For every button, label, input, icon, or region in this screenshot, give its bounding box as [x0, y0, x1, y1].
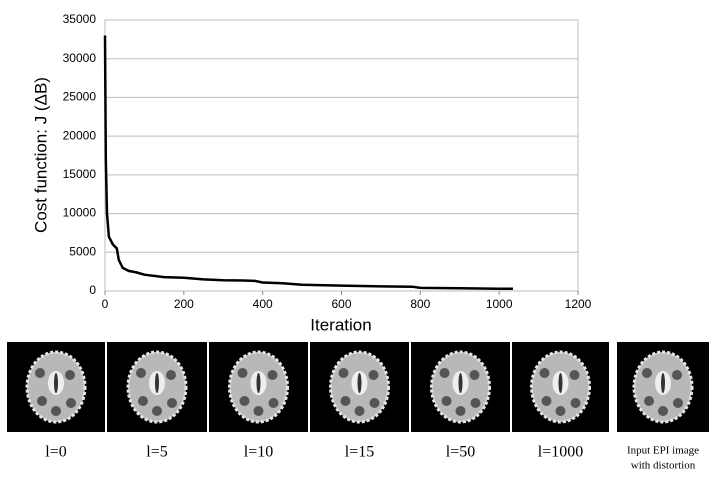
texture — [65, 370, 75, 380]
y-tick-label: 5000 — [69, 244, 96, 258]
y-tick-label: 30000 — [63, 51, 97, 65]
texture — [138, 396, 148, 406]
texture — [136, 368, 146, 378]
texture — [238, 368, 248, 378]
x-tick-label: 0 — [102, 297, 109, 311]
texture — [369, 370, 379, 380]
y-tick-label: 35000 — [63, 12, 97, 26]
y-axis-label: Cost function: J (ΔB) — [31, 77, 50, 233]
image-caption: l=0 — [45, 444, 66, 461]
image-caption: l=1000 — [538, 444, 583, 461]
texture — [167, 398, 177, 408]
texture — [66, 398, 76, 408]
texture — [268, 370, 278, 380]
ventricle-core — [559, 373, 563, 393]
y-tick-label: 10000 — [63, 206, 97, 220]
y-tick-label: 20000 — [63, 128, 97, 142]
ventricle-core — [155, 373, 159, 393]
texture — [571, 398, 581, 408]
image-caption: l=15 — [345, 444, 374, 461]
image-strip: l=0 l=5 l=10 l=15 l=50 l=1000 Input EPI image w… — [7, 342, 709, 472]
texture — [51, 406, 61, 416]
ventricle-core — [459, 373, 463, 393]
texture — [540, 368, 550, 378]
texture — [644, 396, 654, 406]
x-tick-label: 200 — [174, 297, 194, 311]
plot-frame — [105, 20, 578, 291]
figure: Cost function: J (ΔB) Iteration l=0l=5l=… — [0, 0, 709, 474]
texture — [339, 368, 349, 378]
texture — [240, 396, 250, 406]
x-tick-label: 600 — [331, 297, 351, 311]
y-tick-label: 25000 — [63, 90, 97, 104]
texture — [35, 368, 45, 378]
ventricle-core — [661, 373, 665, 393]
texture — [542, 396, 552, 406]
cost-line — [105, 36, 513, 289]
texture — [456, 406, 466, 416]
input-caption: with distortion — [631, 460, 696, 472]
texture — [470, 370, 480, 380]
y-tick-label: 0 — [89, 283, 96, 297]
texture — [673, 398, 683, 408]
texture — [642, 368, 652, 378]
image-caption: l=5 — [146, 444, 167, 461]
image-caption: l=10 — [244, 444, 273, 461]
ventricle-core — [358, 373, 362, 393]
texture — [442, 396, 452, 406]
texture — [672, 370, 682, 380]
texture — [556, 406, 566, 416]
input-caption: Input EPI image — [627, 445, 699, 457]
texture — [658, 406, 668, 416]
texture — [355, 406, 365, 416]
image-caption: l=50 — [446, 444, 475, 461]
x-tick-label: 400 — [253, 297, 273, 311]
x-axis-label: Iteration — [310, 315, 371, 334]
x-tick-label: 800 — [410, 297, 430, 311]
texture — [269, 398, 279, 408]
texture — [37, 396, 47, 406]
texture — [152, 406, 162, 416]
x-tick-label: 1000 — [486, 297, 513, 311]
texture — [570, 370, 580, 380]
ventricle-core — [257, 373, 261, 393]
y-tick-label: 15000 — [63, 167, 97, 181]
texture — [166, 370, 176, 380]
texture — [471, 398, 481, 408]
texture — [341, 396, 351, 406]
texture — [440, 368, 450, 378]
texture — [254, 406, 264, 416]
texture — [370, 398, 380, 408]
ventricle-core — [54, 373, 58, 393]
x-tick-label: 1200 — [565, 297, 592, 311]
